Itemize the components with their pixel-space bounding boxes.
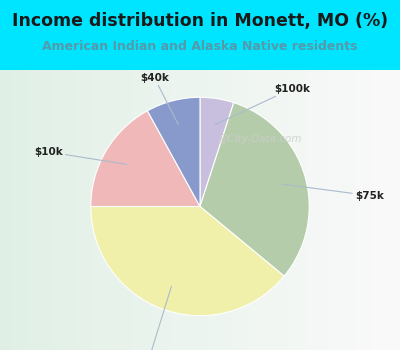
Text: Income distribution in Monett, MO (%): Income distribution in Monett, MO (%) xyxy=(12,12,388,30)
Text: $60k: $60k xyxy=(134,286,172,350)
Text: @City-Data.com: @City-Data.com xyxy=(218,134,302,144)
Text: $10k: $10k xyxy=(34,147,127,164)
Wedge shape xyxy=(91,206,284,316)
Text: $40k: $40k xyxy=(140,73,178,125)
Wedge shape xyxy=(147,97,200,206)
Text: $75k: $75k xyxy=(282,184,384,201)
Wedge shape xyxy=(200,97,234,206)
Text: $100k: $100k xyxy=(215,84,310,125)
Wedge shape xyxy=(200,103,309,276)
Wedge shape xyxy=(91,111,200,206)
Text: American Indian and Alaska Native residents: American Indian and Alaska Native reside… xyxy=(42,40,358,53)
